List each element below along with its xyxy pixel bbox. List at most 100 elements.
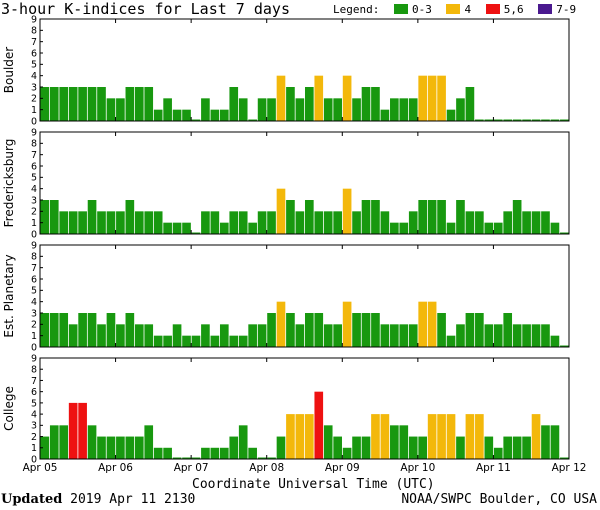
kp-bar xyxy=(144,211,154,234)
y-tick-label: 5 xyxy=(31,286,37,297)
kp-bar xyxy=(40,313,50,347)
kp-bar xyxy=(437,313,446,347)
x-tick-label: Apr 07 xyxy=(174,462,209,474)
y-tick-label: 9 xyxy=(31,353,37,364)
kp-bar xyxy=(550,222,560,234)
kp-bar xyxy=(257,211,267,234)
kp-bar xyxy=(116,436,125,459)
kp-bar xyxy=(493,119,503,121)
kp-bar xyxy=(323,324,333,347)
y-tick-label: 5 xyxy=(31,398,37,409)
kp-bar xyxy=(40,200,50,234)
kp-bar xyxy=(333,324,342,347)
kp-bar xyxy=(238,335,248,347)
kp-bar xyxy=(125,200,135,234)
kp-bar xyxy=(371,87,380,121)
kp-bar xyxy=(153,447,163,459)
y-tick-label: 4 xyxy=(31,184,37,195)
kp-bar xyxy=(342,188,352,234)
kp-bar xyxy=(361,87,371,121)
kp-bar xyxy=(219,324,229,347)
kp-bar xyxy=(286,414,295,459)
legend-swatch-purple xyxy=(538,4,553,14)
kp-bar xyxy=(550,335,560,347)
kp-bar xyxy=(59,313,69,347)
kp-bar xyxy=(229,211,239,234)
kp-bar xyxy=(418,436,428,459)
plot-frame xyxy=(39,131,570,235)
kp-bar xyxy=(210,211,220,234)
kp-bar xyxy=(267,457,276,459)
kp-bar xyxy=(276,75,286,121)
y-tick-label: 9 xyxy=(31,127,37,138)
kp-bar xyxy=(456,200,465,234)
plot-frame xyxy=(39,18,570,122)
kp-bar xyxy=(361,200,371,234)
legend-label-4: 4 xyxy=(464,3,472,16)
kp-bar xyxy=(305,87,314,121)
kp-bar xyxy=(125,87,135,121)
kp-bar xyxy=(78,313,87,347)
kp-bar xyxy=(59,211,69,234)
kp-bar xyxy=(238,211,248,234)
kp-bar xyxy=(550,425,560,459)
y-tick-label: 6 xyxy=(31,48,37,59)
kp-bar xyxy=(276,436,286,459)
kp-bar xyxy=(560,457,569,459)
kp-bar xyxy=(427,301,437,347)
kp-bar xyxy=(257,457,267,459)
kp-bar xyxy=(248,119,257,121)
y-tick-label: 9 xyxy=(31,14,37,25)
kp-bar xyxy=(361,436,371,459)
kp-bar xyxy=(446,222,456,234)
kp-bar xyxy=(484,436,494,459)
kp-bar xyxy=(182,457,191,459)
x-tick-label: Apr 08 xyxy=(249,462,284,474)
kp-bar xyxy=(541,119,550,121)
kp-bar xyxy=(163,335,172,347)
kp-bar xyxy=(219,447,229,459)
kp-bar xyxy=(163,222,172,234)
kp-bar xyxy=(286,87,295,121)
kp-bar xyxy=(437,200,446,234)
kp-bar xyxy=(97,324,106,347)
kp-bar xyxy=(144,324,154,347)
kp-bar xyxy=(78,87,87,121)
kp-bar xyxy=(446,109,456,121)
kp-bar xyxy=(408,436,418,459)
kp-bar xyxy=(408,98,418,121)
y-tick-label: 8 xyxy=(31,252,37,263)
kp-bar xyxy=(484,324,494,347)
kp-bar xyxy=(361,313,371,347)
kp-bar xyxy=(276,188,286,234)
x-tick-label: Apr 05 xyxy=(23,462,58,474)
kp-bar xyxy=(238,425,248,459)
kp-bar xyxy=(427,75,437,121)
kp-bar xyxy=(97,87,106,121)
y-tick-label: 0 xyxy=(31,116,37,127)
kp-bar xyxy=(465,414,475,459)
kp-bar xyxy=(276,301,286,347)
x-tick-label: Apr 11 xyxy=(476,462,511,474)
y-tick-label: 1 xyxy=(31,105,37,116)
kp-bar xyxy=(182,335,191,347)
kp-bar xyxy=(68,211,78,234)
kp-bar xyxy=(59,425,69,459)
kp-bar xyxy=(541,211,550,234)
y-tick-label: 4 xyxy=(31,297,37,308)
kp-bar xyxy=(323,425,333,459)
y-tick-label: 0 xyxy=(31,454,37,465)
kp-bar xyxy=(229,436,239,459)
kp-bar xyxy=(267,313,276,347)
kp-bar xyxy=(399,222,409,234)
kp-bar xyxy=(116,98,125,121)
y-tick-label: 3 xyxy=(31,421,37,432)
kp-bar xyxy=(134,436,144,459)
y-tick-label: 5 xyxy=(31,173,37,184)
kp-bar xyxy=(144,87,154,121)
kp-bar xyxy=(475,211,484,234)
kp-bar xyxy=(484,119,494,121)
y-tick-label: 7 xyxy=(31,150,37,161)
kp-bar xyxy=(371,313,380,347)
kp-bar xyxy=(68,324,78,347)
